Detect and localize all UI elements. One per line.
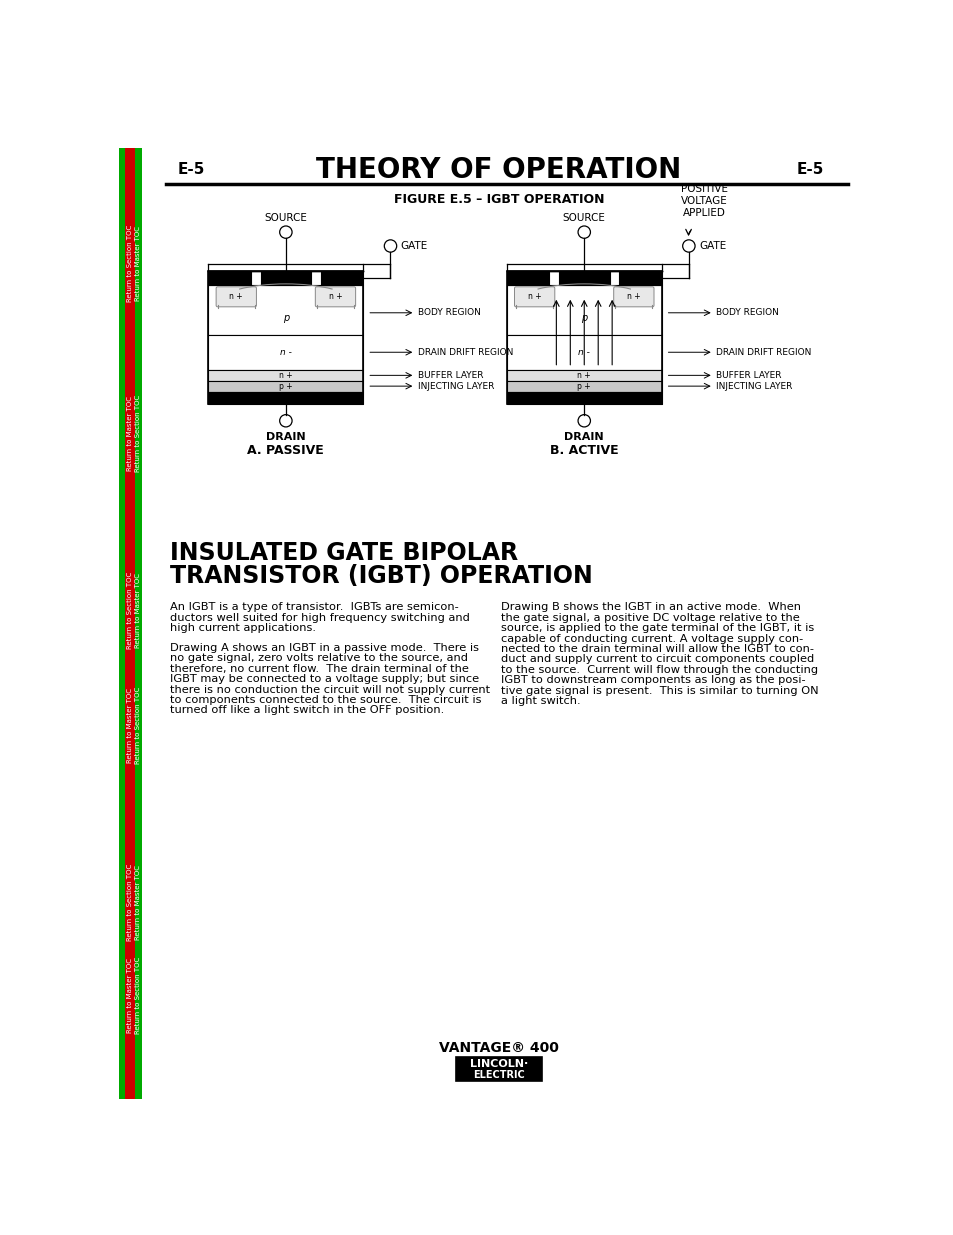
Bar (506, 272, 661, 404)
Text: BODY REGION: BODY REGION (417, 309, 480, 317)
Text: DRAIN: DRAIN (564, 431, 603, 442)
Text: therefore, no current flow.  The drain terminal of the: therefore, no current flow. The drain te… (170, 663, 468, 674)
Text: BUFFER LAYER: BUFFER LAYER (417, 370, 482, 380)
Text: E-5: E-5 (177, 162, 205, 178)
Text: the gate signal, a positive DC voltage relative to the: the gate signal, a positive DC voltage r… (500, 613, 799, 622)
Text: Return to Section TOC: Return to Section TOC (127, 572, 133, 648)
Text: Drawing B shows the IGBT in an active mode.  When: Drawing B shows the IGBT in an active mo… (500, 603, 800, 613)
Text: n +: n + (527, 293, 541, 301)
Text: Return to Section TOC: Return to Section TOC (134, 394, 141, 472)
Text: n -: n - (279, 348, 292, 357)
Bar (208, 336, 363, 370)
Text: turned off like a light switch in the OFF position.: turned off like a light switch in the OF… (170, 705, 443, 715)
Bar (208, 380, 363, 391)
Text: Return to Section TOC: Return to Section TOC (134, 687, 141, 764)
Text: Return to Master TOC: Return to Master TOC (134, 226, 141, 301)
Text: IGBT to downstream components as long as the posi-: IGBT to downstream components as long as… (500, 676, 804, 685)
Text: A. PASSIVE: A. PASSIVE (247, 443, 324, 457)
Text: Return to Section TOC: Return to Section TOC (127, 864, 133, 941)
Text: E-5: E-5 (797, 162, 823, 178)
Bar (618, 272, 661, 285)
Text: tive gate signal is present.  This is similar to turning ON: tive gate signal is present. This is sim… (500, 685, 818, 695)
Text: Return to Section TOC: Return to Section TOC (127, 225, 133, 303)
Bar (506, 285, 661, 336)
Text: there is no conduction the circuit will not supply current: there is no conduction the circuit will … (170, 684, 489, 694)
Text: p +: p + (577, 382, 591, 390)
Bar (506, 272, 549, 285)
Text: n +: n + (329, 293, 342, 301)
Text: p: p (580, 312, 587, 322)
Bar (558, 272, 609, 285)
Bar (320, 272, 363, 285)
Text: GATE: GATE (400, 241, 427, 251)
Text: TRANSISTOR (IGBT) OPERATION: TRANSISTOR (IGBT) OPERATION (170, 564, 592, 588)
Text: INSULATED GATE BIPOLAR: INSULATED GATE BIPOLAR (170, 541, 517, 564)
Text: capable of conducting current. A voltage supply con-: capable of conducting current. A voltage… (500, 634, 802, 643)
Text: INJECTING LAYER: INJECTING LAYER (716, 382, 792, 390)
Text: n +: n + (626, 293, 640, 301)
Text: FIGURE E.5 – IGBT OPERATION: FIGURE E.5 – IGBT OPERATION (394, 193, 603, 205)
FancyBboxPatch shape (514, 287, 555, 306)
Text: Return to Master TOC: Return to Master TOC (134, 573, 141, 647)
Bar (208, 272, 363, 404)
Bar (125, 148, 134, 1099)
Bar (208, 272, 251, 285)
Text: to components connected to the source.  The circuit is: to components connected to the source. T… (170, 695, 480, 705)
Text: Return to Section TOC: Return to Section TOC (134, 957, 141, 1034)
Bar (506, 380, 661, 391)
Text: POSITIVE
VOLTAGE
APPLIED: POSITIVE VOLTAGE APPLIED (680, 184, 727, 217)
Text: Return to Master TOC: Return to Master TOC (127, 957, 133, 1032)
Text: VANTAGE® 400: VANTAGE® 400 (438, 1041, 558, 1055)
Text: THEORY OF OPERATION: THEORY OF OPERATION (316, 156, 680, 184)
Text: SOURCE: SOURCE (264, 212, 307, 222)
Bar (208, 391, 363, 404)
Text: SOURCE: SOURCE (562, 212, 605, 222)
Text: ELECTRIC: ELECTRIC (473, 1071, 524, 1081)
Text: B. ACTIVE: B. ACTIVE (549, 443, 618, 457)
Text: n -: n - (578, 348, 590, 357)
Text: An IGBT is a type of transistor.  IGBTs are semicon-: An IGBT is a type of transistor. IGBTs a… (170, 603, 457, 613)
Bar (456, 1057, 541, 1082)
Text: n +: n + (279, 370, 293, 380)
Bar (261, 272, 311, 285)
Text: p +: p + (279, 382, 293, 390)
Text: GATE: GATE (699, 241, 725, 251)
FancyBboxPatch shape (613, 287, 654, 306)
Text: DRAIN: DRAIN (266, 431, 305, 442)
Text: ductors well suited for high frequency switching and: ductors well suited for high frequency s… (170, 613, 469, 622)
FancyBboxPatch shape (216, 287, 256, 306)
Text: p: p (282, 312, 289, 322)
Bar (119, 148, 125, 1099)
Text: high current applications.: high current applications. (170, 624, 315, 634)
Text: LINCOLN·: LINCOLN· (470, 1058, 528, 1068)
Bar (134, 148, 142, 1099)
Bar (208, 285, 363, 336)
Text: duct and supply current to circuit components coupled: duct and supply current to circuit compo… (500, 655, 813, 664)
Bar (506, 336, 661, 370)
FancyBboxPatch shape (315, 287, 355, 306)
Text: a light switch.: a light switch. (500, 697, 579, 706)
Text: DRAIN DRIFT REGION: DRAIN DRIFT REGION (417, 348, 513, 357)
Text: DRAIN DRIFT REGION: DRAIN DRIFT REGION (716, 348, 810, 357)
Text: nected to the drain terminal will allow the IGBT to con-: nected to the drain terminal will allow … (500, 645, 813, 655)
Text: BUFFER LAYER: BUFFER LAYER (716, 370, 781, 380)
Text: n +: n + (577, 370, 591, 380)
Text: BODY REGION: BODY REGION (716, 309, 778, 317)
Text: n +: n + (230, 293, 243, 301)
Text: Return to Master TOC: Return to Master TOC (127, 395, 133, 471)
Text: IGBT may be connected to a voltage supply; but since: IGBT may be connected to a voltage suppl… (170, 674, 478, 684)
Text: Return to Master TOC: Return to Master TOC (127, 688, 133, 763)
Text: no gate signal, zero volts relative to the source, and: no gate signal, zero volts relative to t… (170, 653, 467, 663)
Text: INJECTING LAYER: INJECTING LAYER (417, 382, 494, 390)
Text: Drawing A shows an IGBT in a passive mode.  There is: Drawing A shows an IGBT in a passive mod… (170, 643, 478, 653)
Text: to the source.  Current will flow through the conducting: to the source. Current will flow through… (500, 664, 817, 674)
Bar (208, 370, 363, 380)
Text: Return to Master TOC: Return to Master TOC (134, 866, 141, 940)
Bar (506, 370, 661, 380)
Text: source, is applied to the gate terminal of the IGBT, it is: source, is applied to the gate terminal … (500, 624, 813, 634)
Bar (506, 391, 661, 404)
